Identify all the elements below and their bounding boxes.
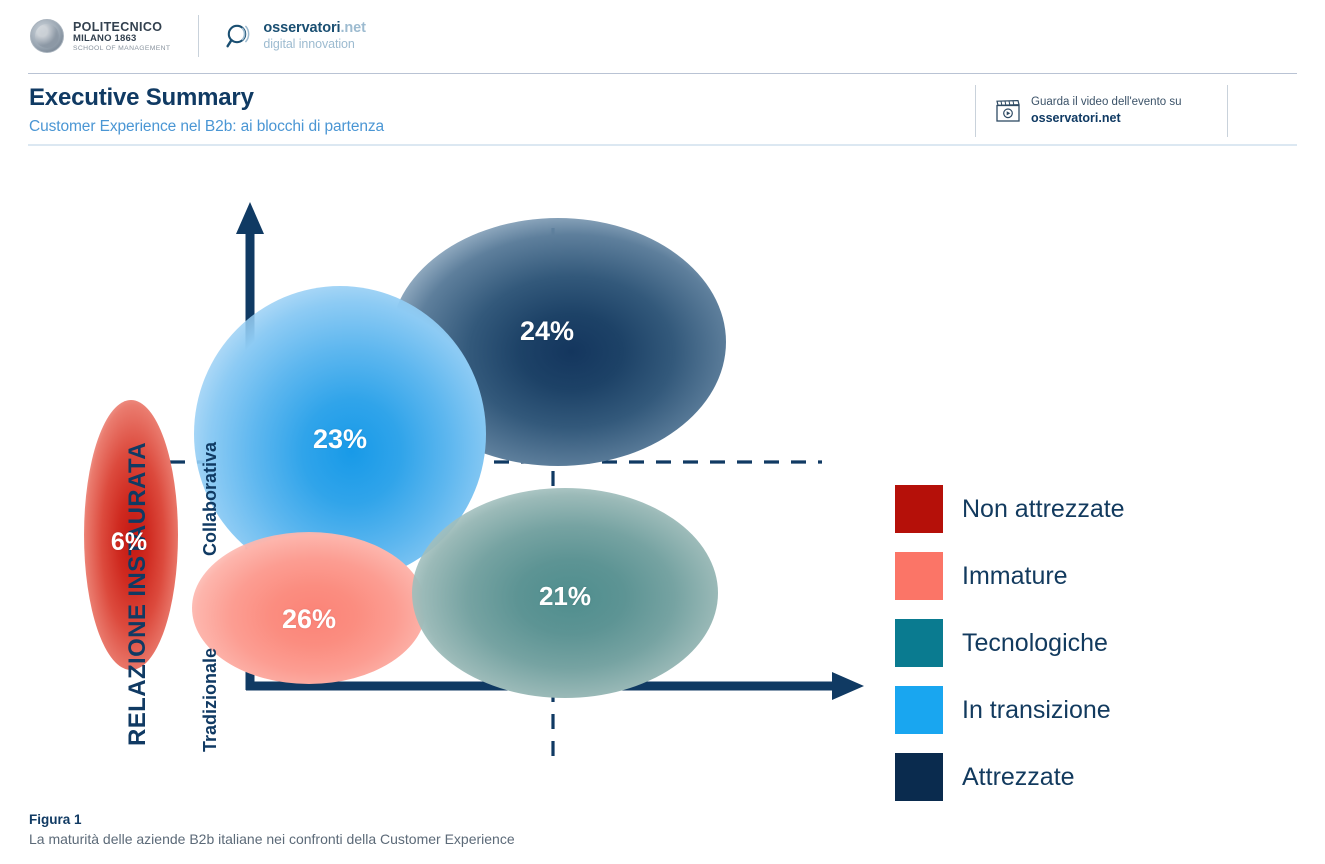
legend-label-immature: Immature: [962, 561, 1068, 590]
bubble-value-tecnologiche: 21%: [538, 580, 592, 611]
video-cta-text: Guarda il video dell'evento su osservato…: [1031, 95, 1182, 126]
bubble-group: 24% 23% 6% 26% 21%: [0, 170, 900, 730]
video-cta-line1: Guarda il video dell'evento su: [1031, 96, 1182, 109]
bubble-value-immature: 26%: [281, 603, 337, 634]
osservatori-tld: .net: [340, 20, 366, 37]
magnifier-speech-icon: [225, 22, 253, 50]
legend-label-in-transizione: In transizione: [962, 695, 1111, 724]
osservatori-logo[interactable]: osservatori.net digital innovation: [225, 20, 366, 52]
bubble-in-transizione[interactable]: 23%: [194, 286, 486, 582]
figure-description: La maturità delle aziende B2b italiane n…: [29, 831, 515, 847]
title-block: Executive Summary Customer Experience ne…: [29, 84, 384, 136]
video-clapperboard-icon: [996, 99, 1020, 122]
figure-caption: Figura 1 La maturità delle aziende B2b i…: [29, 812, 515, 847]
osservatori-name-line: osservatori.net: [263, 20, 366, 37]
legend-label-attrezzate: Attrezzate: [962, 762, 1075, 791]
legend-item-immature[interactable]: Immature: [895, 552, 1125, 600]
legend-swatch-non-attrezzate: [895, 485, 943, 533]
osservatori-wordmark: osservatori.net digital innovation: [263, 20, 366, 52]
polimi-line3: SCHOOL OF MANAGEMENT: [73, 44, 171, 52]
bubble-non-attrezzate[interactable]: 6%: [84, 400, 178, 670]
chart-legend: Non attrezzate Immature Tecnologiche In …: [895, 485, 1125, 820]
legend-item-attrezzate[interactable]: Attrezzate: [895, 753, 1125, 801]
y-axis-tick-tradizionale: Tradizionale: [200, 648, 220, 753]
page-title: Executive Summary: [29, 84, 254, 111]
masthead: POLITECNICO MILANO 1863 SCHOOL OF MANAGE…: [0, 0, 1325, 72]
legend-swatch-tecnologiche: [895, 619, 943, 667]
page-subtitle: Customer Experience nel B2b: ai blocchi …: [29, 118, 385, 135]
header-bottom-rule: [28, 144, 1297, 146]
legend-swatch-attrezzate: [895, 753, 943, 801]
y-axis-title: RELAZIONE INSTAURATA: [124, 442, 151, 746]
legend-label-non-attrezzate: Non attrezzate: [962, 494, 1125, 523]
bubble-value-in-transizione: 23%: [312, 423, 368, 454]
osservatori-tagline: digital innovation: [263, 37, 355, 52]
legend-item-in-transizione[interactable]: In transizione: [895, 686, 1125, 734]
legend-item-tecnologiche[interactable]: Tecnologiche: [895, 619, 1125, 667]
legend-swatch-in-transizione: [895, 686, 943, 734]
bubble-immature[interactable]: 26%: [192, 532, 426, 684]
politecnico-logo: POLITECNICO MILANO 1863 SCHOOL OF MANAGE…: [30, 19, 170, 53]
chart: 24% 23% 6% 26% 21% RELAZIONE INSTAURATA …: [0, 170, 1325, 801]
figure-label: Figura 1: [29, 812, 82, 827]
polimi-line2: MILANO 1863: [73, 32, 137, 44]
politecnico-wordmark: POLITECNICO MILANO 1863 SCHOOL OF MANAGE…: [73, 20, 170, 52]
polimi-line1: POLITECNICO: [73, 19, 163, 34]
masthead-divider: [198, 15, 200, 57]
polimi-seal-icon: [30, 19, 64, 53]
video-cta-line2: osservatori.net: [1031, 111, 1121, 126]
legend-swatch-immature: [895, 552, 943, 600]
y-axis-tick-collaborativa: Collaborativa: [200, 442, 220, 557]
video-cta[interactable]: Guarda il video dell'evento su osservato…: [975, 85, 1228, 137]
osservatori-name: osservatori: [263, 20, 341, 37]
bubble-tecnologiche[interactable]: 21%: [412, 488, 718, 698]
bubble-value-attrezzate: 24%: [519, 315, 575, 346]
legend-item-non-attrezzate[interactable]: Non attrezzate: [895, 485, 1125, 533]
legend-label-tecnologiche: Tecnologiche: [962, 628, 1108, 657]
bubble-value-non-attrezzate: 6%: [110, 527, 148, 556]
header-top-rule: [28, 73, 1297, 74]
